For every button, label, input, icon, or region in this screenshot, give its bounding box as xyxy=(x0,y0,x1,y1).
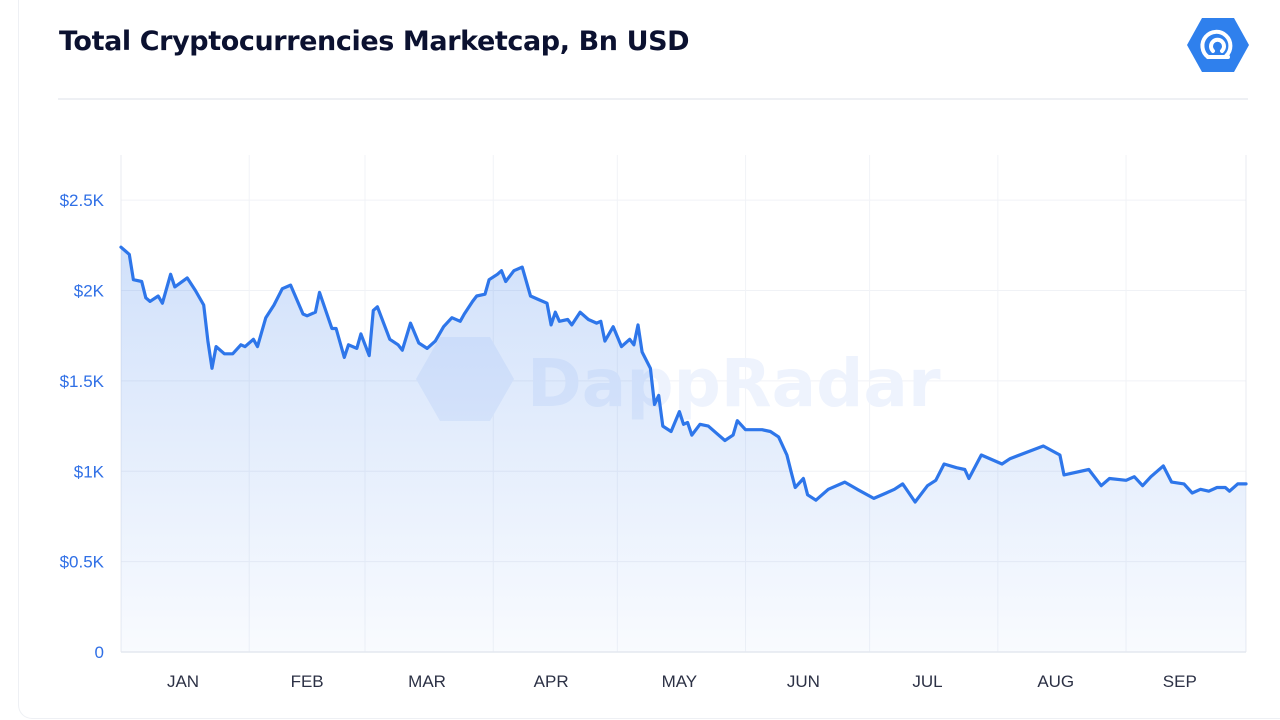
x-tick-label: JUN xyxy=(787,672,820,691)
y-tick-label: $2K xyxy=(74,282,105,301)
x-tick-label: JAN xyxy=(167,672,199,691)
y-axis: 0 $0.5K $1K $1.5K $2K $2.5K xyxy=(60,191,105,662)
x-tick-label: MAY xyxy=(662,672,698,691)
y-tick-label: $0.5K xyxy=(60,553,105,572)
marketcap-line[interactable] xyxy=(119,245,1248,504)
dappradar-logo-icon[interactable] xyxy=(1186,16,1250,74)
x-tick-label: SEP xyxy=(1163,672,1197,691)
x-tick-label: MAR xyxy=(408,672,446,691)
x-tick-label: APR xyxy=(534,672,569,691)
marketcap-area-fill xyxy=(121,247,1246,652)
chart-title: Total Cryptocurrencies Marketcap, Bn USD xyxy=(59,26,690,57)
y-tick-label: $1.5K xyxy=(60,372,105,391)
x-tick-label: AUG xyxy=(1037,672,1074,691)
y-tick-label: $1K xyxy=(74,462,105,481)
y-tick-label: $2.5K xyxy=(60,191,105,210)
x-tick-label: JUL xyxy=(912,672,942,691)
header-divider xyxy=(58,98,1248,100)
x-tick-label: FEB xyxy=(291,672,324,691)
x-axis: JAN FEB MAR APR MAY JUN JUL AUG SEP xyxy=(167,672,1197,691)
y-tick-label: 0 xyxy=(95,643,104,662)
